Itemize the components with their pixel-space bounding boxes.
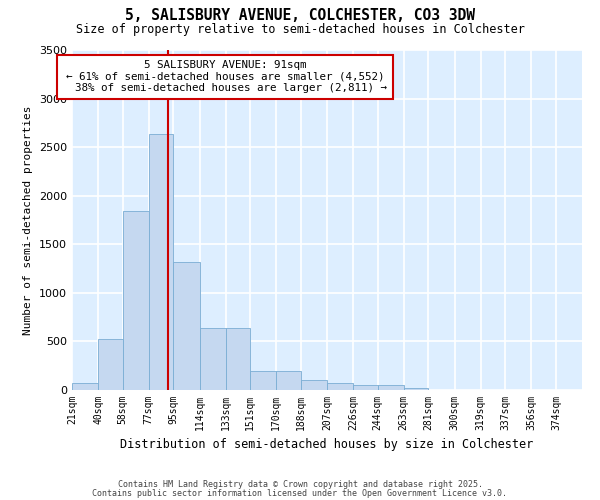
Bar bbox=[276, 370, 301, 390]
Text: 5 SALISBURY AVENUE: 91sqm
← 61% of semi-detached houses are smaller (4,552)
  38: 5 SALISBURY AVENUE: 91sqm ← 61% of semi-… bbox=[62, 60, 388, 94]
X-axis label: Distribution of semi-detached houses by size in Colchester: Distribution of semi-detached houses by … bbox=[121, 438, 533, 452]
Bar bbox=[404, 388, 428, 390]
Bar bbox=[98, 340, 123, 390]
Bar bbox=[173, 262, 199, 390]
Text: 5, SALISBURY AVENUE, COLCHESTER, CO3 3DW: 5, SALISBURY AVENUE, COLCHESTER, CO3 3DW bbox=[125, 8, 475, 22]
Bar bbox=[353, 385, 378, 390]
Text: Size of property relative to semi-detached houses in Colchester: Size of property relative to semi-detach… bbox=[76, 22, 524, 36]
Bar bbox=[226, 328, 250, 390]
Text: Contains public sector information licensed under the Open Government Licence v3: Contains public sector information licen… bbox=[92, 488, 508, 498]
Bar bbox=[327, 382, 353, 390]
Text: Contains HM Land Registry data © Crown copyright and database right 2025.: Contains HM Land Registry data © Crown c… bbox=[118, 480, 482, 489]
Bar bbox=[199, 328, 226, 390]
Y-axis label: Number of semi-detached properties: Number of semi-detached properties bbox=[23, 106, 34, 335]
Bar bbox=[123, 212, 149, 390]
Bar bbox=[149, 134, 173, 390]
Bar bbox=[301, 380, 327, 390]
Bar bbox=[250, 370, 276, 390]
Bar bbox=[378, 385, 404, 390]
Bar bbox=[72, 382, 98, 390]
